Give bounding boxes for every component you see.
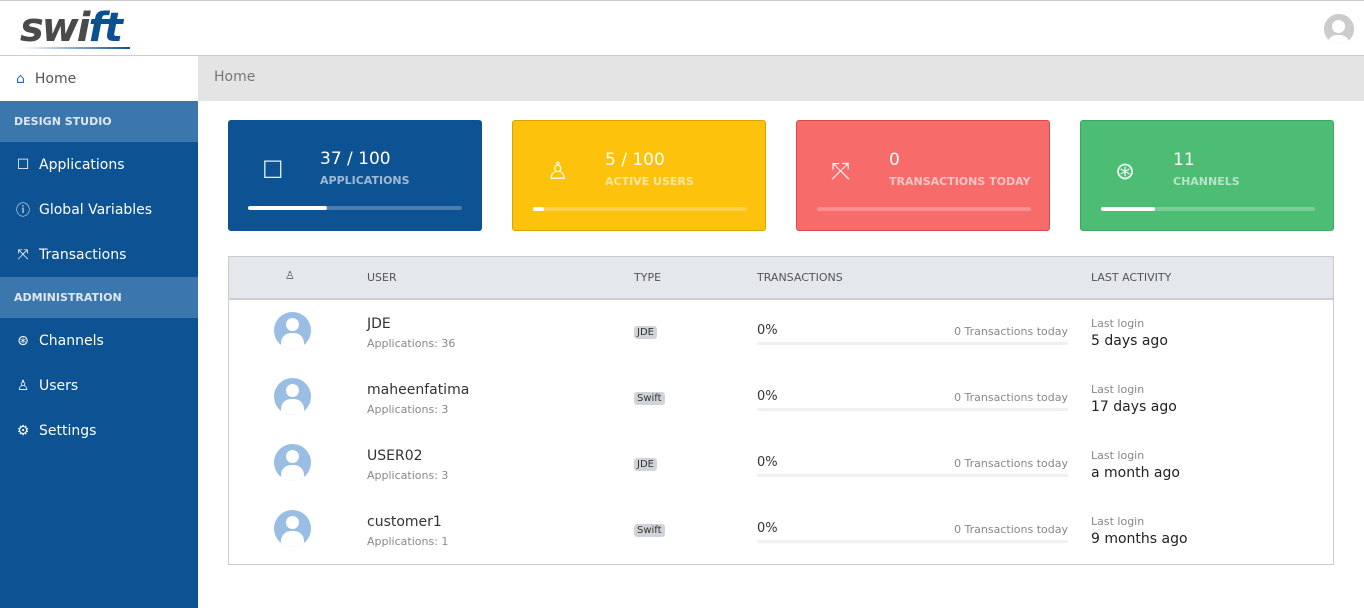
stat-progress-fill bbox=[1101, 207, 1155, 211]
section-design-studio: DESIGN STUDIO bbox=[0, 101, 198, 142]
stat-label: APPLICATIONS bbox=[320, 174, 410, 187]
last-activity: a month ago bbox=[1091, 465, 1180, 481]
transaction-percent: 0% bbox=[757, 323, 778, 338]
expand-icon: ⤧ bbox=[831, 157, 851, 185]
section-administration: ADMINISTRATION bbox=[0, 277, 198, 318]
stat-value: 37 / 100 bbox=[320, 149, 391, 169]
stat-progress-fill bbox=[533, 207, 544, 211]
logo[interactable]: swift bbox=[20, 5, 123, 51]
user-applications: Applications: 1 bbox=[367, 535, 449, 548]
user-name: JDE bbox=[367, 316, 391, 332]
transaction-percent: 0% bbox=[757, 455, 778, 470]
sidebar-item-channels[interactable]: ⊛ Channels bbox=[0, 318, 198, 363]
sidebar-item-global-variables[interactable]: ⓘ Global Variables bbox=[16, 201, 153, 219]
user-name: maheenfatima bbox=[367, 382, 470, 398]
table-row[interactable]: USER02 Applications: 3 JDE 0% 0 Transactions… bbox=[229, 432, 1333, 498]
sidebar: ⌂ Home DESIGN STUDIO ☐ Applications ⓘ Globa… bbox=[0, 56, 198, 608]
table-row[interactable]: maheenfatima Applications: 3 Swift 0% 0 Tran… bbox=[229, 366, 1333, 432]
header-transactions: TRANSACTIONS bbox=[757, 271, 843, 284]
last-login-label: Last login bbox=[1091, 317, 1145, 330]
type-badge: JDE bbox=[634, 326, 657, 339]
transaction-progress bbox=[757, 408, 1068, 411]
transaction-progress bbox=[757, 342, 1068, 345]
avatar bbox=[274, 444, 311, 481]
calendar-icon: ☐ bbox=[262, 156, 284, 184]
users-table: ♙ USER TYPE TRANSACTIONS LAST ACTIVITY J… bbox=[228, 256, 1334, 565]
user-name: customer1 bbox=[367, 514, 442, 530]
stat-card-active-users[interactable]: ♙ 5 / 100 ACTIVE USERS bbox=[512, 120, 766, 231]
transactions-today: 0 Transactions today bbox=[954, 391, 1068, 404]
calendar-icon: ☐ bbox=[16, 156, 30, 173]
last-activity: 5 days ago bbox=[1091, 333, 1168, 349]
last-login-label: Last login bbox=[1091, 515, 1145, 528]
expand-icon: ⤧ bbox=[17, 246, 29, 263]
sidebar-item-home[interactable]: ⌂ Home bbox=[0, 56, 198, 101]
user-applications: Applications: 36 bbox=[367, 337, 456, 350]
info-icon: ⓘ bbox=[16, 202, 30, 219]
stat-label: ACTIVE USERS bbox=[605, 175, 694, 188]
stat-value: 5 / 100 bbox=[605, 150, 665, 170]
stat-progress-fill bbox=[248, 206, 328, 210]
stat-progress bbox=[817, 207, 1031, 211]
last-login-label: Last login bbox=[1091, 383, 1145, 396]
avatar bbox=[274, 510, 311, 547]
user-name: USER02 bbox=[367, 448, 423, 464]
user-icon: ♙ bbox=[547, 157, 569, 185]
stat-label: TRANSACTIONS TODAY bbox=[889, 175, 1031, 188]
gear-icon: ⚙ bbox=[16, 422, 30, 439]
type-badge: Swift bbox=[634, 392, 665, 405]
last-login-label: Last login bbox=[1091, 449, 1145, 462]
user-applications: Applications: 3 bbox=[367, 469, 449, 482]
stat-progress bbox=[1101, 207, 1315, 211]
transactions-today: 0 Transactions today bbox=[954, 325, 1068, 338]
stat-label: CHANNELS bbox=[1173, 175, 1240, 188]
lifebuoy-icon: ⊛ bbox=[1115, 157, 1136, 185]
top-bar: swift bbox=[0, 0, 1364, 56]
type-badge: JDE bbox=[634, 458, 657, 471]
stat-card-applications[interactable]: ☐ 37 / 100 APPLICATIONS bbox=[228, 120, 482, 231]
stat-progress bbox=[533, 207, 747, 211]
stat-card-channels[interactable]: ⊛ 11 CHANNELS bbox=[1080, 120, 1334, 231]
sidebar-item-transactions[interactable]: ⤧ Transactions bbox=[0, 232, 198, 277]
logo-underline bbox=[22, 47, 130, 49]
home-icon: ⌂ bbox=[16, 70, 25, 87]
sidebar-item-applications[interactable]: ☐ Applications bbox=[16, 156, 125, 173]
last-activity: 9 months ago bbox=[1091, 531, 1188, 547]
transactions-today: 0 Transactions today bbox=[954, 523, 1068, 536]
stat-value: 0 bbox=[889, 150, 900, 170]
header-user: USER bbox=[367, 271, 397, 284]
user-applications: Applications: 3 bbox=[367, 403, 449, 416]
header-type: TYPE bbox=[634, 271, 662, 284]
table-row[interactable]: customer1 Applications: 1 Swift 0% 0 Transac… bbox=[229, 498, 1333, 564]
table-header: ♙ USER TYPE TRANSACTIONS LAST ACTIVITY bbox=[229, 257, 1333, 300]
lifebuoy-icon: ⊛ bbox=[17, 332, 29, 349]
table-row[interactable]: JDE Applications: 36 JDE 0% 0 Transactions t… bbox=[229, 300, 1333, 366]
type-badge: Swift bbox=[634, 524, 665, 537]
header-last-activity: LAST ACTIVITY bbox=[1091, 271, 1172, 284]
transaction-percent: 0% bbox=[757, 521, 778, 536]
user-icon: ♙ bbox=[285, 269, 295, 282]
transaction-progress bbox=[757, 474, 1068, 477]
last-activity: 17 days ago bbox=[1091, 399, 1177, 415]
breadcrumb[interactable]: Home bbox=[198, 56, 1364, 101]
sidebar-item-settings[interactable]: ⚙ Settings bbox=[16, 422, 97, 439]
user-avatar-button[interactable] bbox=[1324, 14, 1354, 44]
transaction-percent: 0% bbox=[757, 389, 778, 404]
stat-value: 11 bbox=[1173, 150, 1195, 170]
user-icon: ♙ bbox=[16, 377, 30, 394]
stat-card-transactions-today[interactable]: ⤧ 0 TRANSACTIONS TODAY bbox=[796, 120, 1050, 231]
avatar bbox=[274, 378, 311, 415]
avatar bbox=[274, 312, 311, 349]
transaction-progress bbox=[757, 540, 1068, 543]
sidebar-item-users[interactable]: ♙ Users bbox=[16, 377, 79, 394]
transactions-today: 0 Transactions today bbox=[954, 457, 1068, 470]
stat-progress bbox=[248, 206, 462, 210]
